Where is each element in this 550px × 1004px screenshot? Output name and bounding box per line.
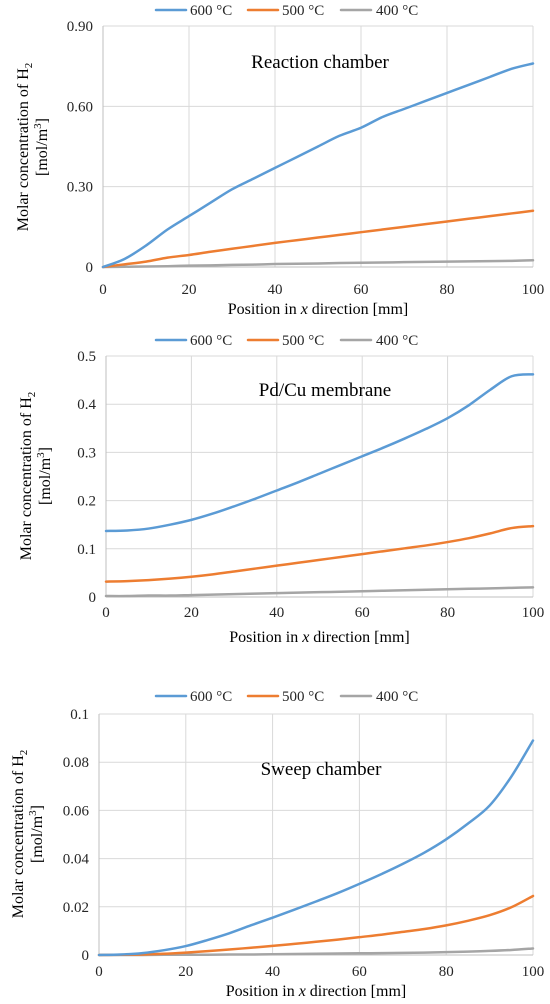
y-tick-label: 0.3 <box>77 445 96 461</box>
y-tick-label: 0 <box>86 260 94 276</box>
svg-text:Molar concentration of H2: Molar concentration of H2 <box>18 392 38 561</box>
y-tick-label: 0 <box>82 948 90 964</box>
y-tick-label: 0.5 <box>77 349 96 365</box>
x-tick-label: 80 <box>440 282 455 298</box>
y-tick-label: 0.30 <box>67 180 93 196</box>
y-tick-label: 0 <box>89 590 97 606</box>
legend-label: 400 °C <box>376 333 418 349</box>
legend-label: 600 °C <box>190 3 232 19</box>
legend-label: 600 °C <box>190 689 232 705</box>
series-line-500C <box>101 209 535 269</box>
y-tick-label: 0.08 <box>63 755 89 771</box>
x-tick-label: 20 <box>178 964 193 980</box>
x-tick-label: 0 <box>95 964 103 980</box>
x-axis-title: Position in x direction [mm] <box>228 301 408 318</box>
x-tick-label: 40 <box>268 282 283 298</box>
y-axis-title: Molar concentration of H2[mol/m3] <box>15 63 51 232</box>
x-axis-title: Position in x direction [mm] <box>226 983 406 1000</box>
x-tick-label: 60 <box>352 964 367 980</box>
x-tick-label: 80 <box>439 964 454 980</box>
series-line-600C <box>101 62 535 269</box>
x-tick-label: 20 <box>182 282 197 298</box>
series-line-500C <box>104 524 535 583</box>
y-tick-label: 0.2 <box>77 494 96 510</box>
y-tick-label: 0.4 <box>77 397 96 413</box>
chart-panel-2: 0 0.1 0.2 0.3 0.4 0.5 0 20 40 60 80 100 600 °C 500 °C… <box>18 333 544 646</box>
chart-title: Sweep chamber <box>261 759 382 780</box>
series-line-600C <box>104 373 535 533</box>
y-axis-title: Molar concentration of H2[mol/m3] <box>10 750 46 919</box>
x-tick-label: 40 <box>265 964 280 980</box>
chart-title: Pd/Cu membrane <box>259 380 391 401</box>
x-tick-label: 20 <box>184 605 199 621</box>
x-tick-label: 100 <box>522 282 545 298</box>
series-line-400C <box>104 586 535 598</box>
x-tick-label: 60 <box>355 605 370 621</box>
x-tick-label: 60 <box>354 282 369 298</box>
legend-label: 400 °C <box>376 689 418 705</box>
y-tick-label: 0.1 <box>77 542 96 558</box>
legend-label: 500 °C <box>282 333 324 349</box>
svg-text:[mol/m3]: [mol/m3] <box>27 805 46 863</box>
chart-panel-1: 0 0.30 0.60 0.90 0 20 40 60 80 100 600 °C 500 °C 400… <box>15 3 544 318</box>
x-tick-label: 100 <box>522 605 545 621</box>
y-tick-label: 0.1 <box>70 707 89 723</box>
series-line-400C <box>97 947 535 957</box>
svg-text:[mol/m3]: [mol/m3] <box>32 118 51 176</box>
svg-text:[mol/m3]: [mol/m3] <box>35 447 54 505</box>
y-tick-label: 0.90 <box>67 19 93 35</box>
y-tick-label: 0.04 <box>63 852 90 868</box>
x-tick-label: 80 <box>440 605 455 621</box>
y-tick-label: 0.02 <box>63 900 89 916</box>
x-tick-label: 0 <box>102 605 110 621</box>
series-line-500C <box>97 894 535 957</box>
y-tick-label: 0.06 <box>63 803 90 819</box>
legend-label: 500 °C <box>282 689 324 705</box>
svg-text:Molar concentration of H2: Molar concentration of H2 <box>10 750 30 919</box>
legend-label: 400 °C <box>376 3 418 19</box>
y-axis-title: Molar concentration of H2[mol/m3] <box>18 392 54 561</box>
y-tick-label: 0.60 <box>67 99 93 115</box>
series-line-600C <box>97 739 535 957</box>
x-tick-label: 40 <box>269 605 284 621</box>
chart-panel-3: 0 0.02 0.04 0.06 0.08 0.1 0 20 40 60 80 100 600 °C 50… <box>10 689 544 1000</box>
chart-title: Reaction chamber <box>251 52 389 73</box>
legend-label: 600 °C <box>190 333 232 349</box>
x-axis-title: Position in x direction [mm] <box>229 629 409 646</box>
series-line-400C <box>101 259 535 269</box>
x-tick-label: 100 <box>522 964 545 980</box>
svg-text:Molar concentration of H2: Molar concentration of H2 <box>15 63 35 232</box>
legend-label: 500 °C <box>282 3 324 19</box>
x-tick-label: 0 <box>99 282 107 298</box>
